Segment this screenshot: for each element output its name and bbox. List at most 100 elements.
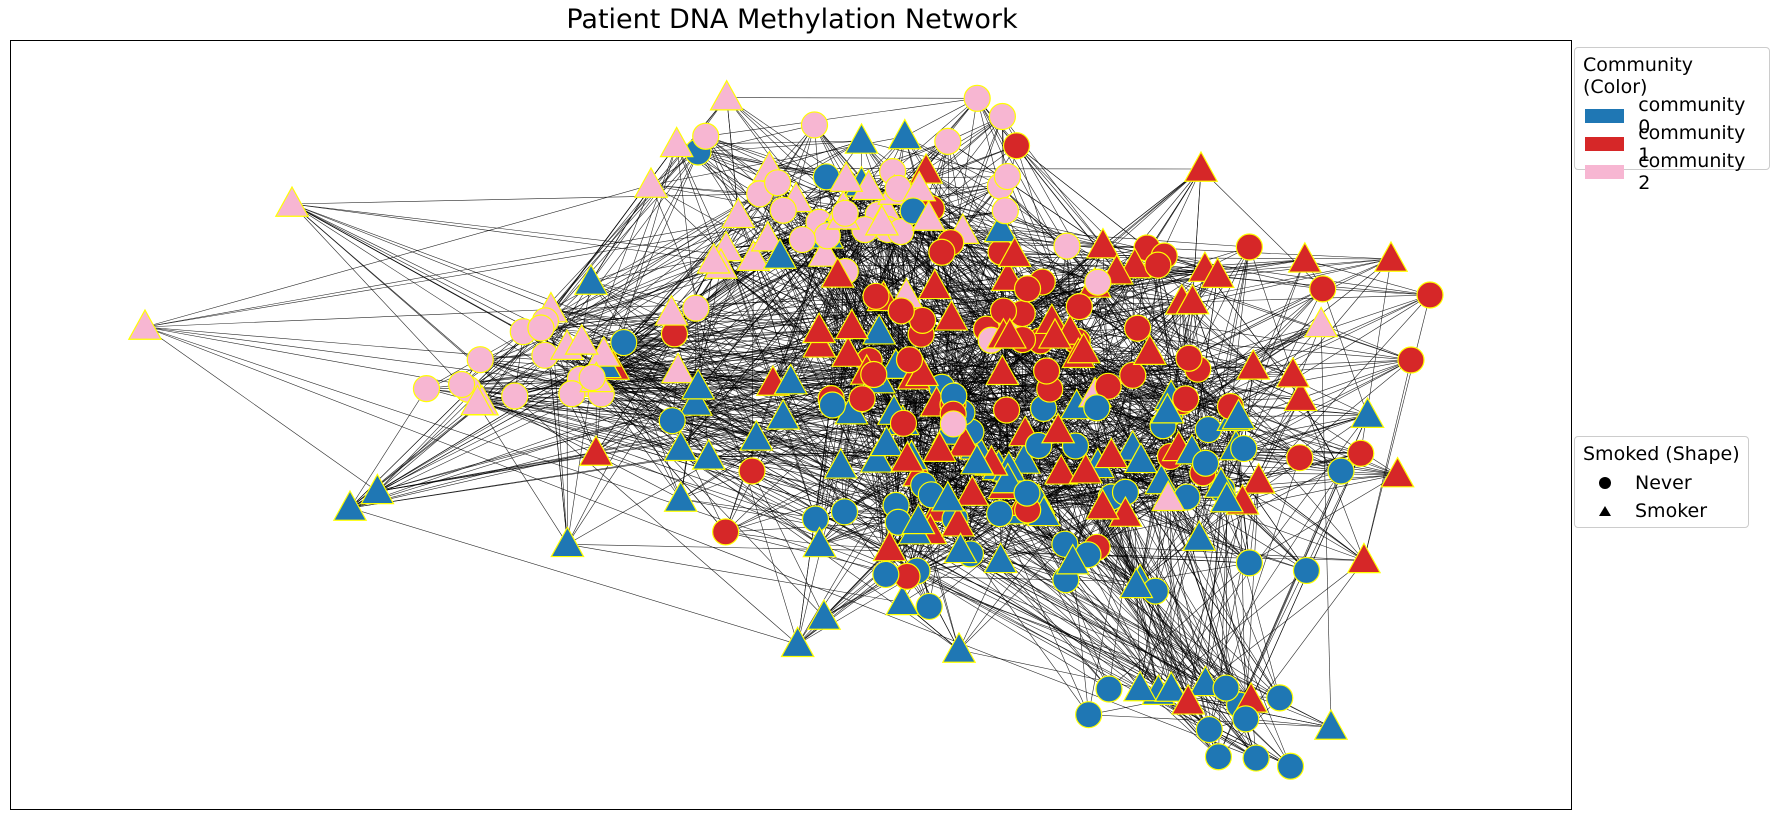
smoker-node (1123, 442, 1159, 474)
legend-item-community-0: community 0 (1583, 94, 1761, 138)
smoker-node (859, 441, 895, 473)
smoker-node (985, 354, 1020, 386)
never-smoked-node (1276, 752, 1305, 780)
never-smoked-node (1309, 275, 1337, 303)
never-smoked-node (986, 499, 1014, 528)
smoker-node (1182, 519, 1217, 552)
smoker-node (360, 473, 395, 505)
legend-label: community 0 (1638, 94, 1746, 138)
smoker-node (709, 79, 744, 111)
legend-label: Smoker (1635, 500, 1708, 522)
smoker-node (1151, 480, 1186, 512)
never-smoked-node (887, 297, 915, 325)
never-smoked-node (848, 385, 876, 413)
smoker-node (1132, 333, 1168, 365)
smoker-node (934, 299, 969, 331)
smoker-node (1119, 567, 1154, 599)
legend-item-smoker: Smoker (1583, 497, 1740, 525)
smoker-node (578, 434, 614, 466)
never-smoked-node (1230, 434, 1258, 463)
smoker-node (663, 430, 698, 462)
never-smoked-node (769, 196, 797, 224)
smoker-node (947, 425, 983, 457)
smoker-node (1044, 453, 1079, 485)
smoker-node (887, 118, 922, 150)
smoker-node (890, 440, 925, 472)
never-smoked-node (1124, 314, 1152, 342)
chart-title: Patient DNA Methylation Network (566, 4, 1018, 35)
smoker-node (332, 489, 368, 521)
smoker-node (750, 220, 785, 252)
never-smoked-node (1065, 293, 1093, 321)
smoker-node (1236, 348, 1271, 380)
never-smoked-node (1397, 346, 1425, 374)
smoker-node (861, 313, 897, 345)
smoker-node (1150, 392, 1185, 424)
smoker-node (885, 584, 920, 616)
smoker-node (1221, 398, 1256, 430)
never-smoked-node (992, 396, 1021, 424)
never-smoked-node (466, 346, 494, 374)
smoker-node (762, 237, 798, 269)
community-2-swatch (1585, 165, 1625, 179)
smoker-node (834, 308, 869, 340)
never-smoked-node (1084, 268, 1112, 296)
node-layer (127, 79, 1444, 780)
smoker-node (864, 204, 900, 236)
shape-legend: Smoked (Shape) Never Smoker (1574, 436, 1749, 528)
smoker-node (1287, 241, 1322, 273)
smoker-node (901, 503, 936, 535)
legend-label: Never (1635, 472, 1692, 494)
never-smoked-node (1242, 744, 1270, 772)
community-legend-title: Community (Color) (1583, 54, 1693, 98)
never-smoked-node (831, 199, 859, 227)
smoker-node (1154, 670, 1189, 702)
never-smoked-node (872, 560, 900, 589)
never-smoked-node (862, 282, 890, 310)
never-smoked-node (1175, 344, 1203, 372)
legend-label: community 1 (1638, 122, 1746, 166)
smoker-node (1200, 256, 1235, 288)
never-smoked-node (934, 127, 962, 155)
never-smoked-node (658, 407, 686, 435)
smoker-node (678, 384, 713, 416)
smoker-node (1241, 462, 1276, 494)
never-smoked-node (1002, 132, 1031, 160)
legend-label: community 2 (1638, 150, 1746, 194)
smoker-node (550, 526, 585, 558)
smoker-node (911, 199, 946, 231)
never-smoked-node (818, 391, 846, 419)
smoker-node (983, 211, 1018, 243)
smoker-node (801, 312, 837, 344)
smoker-node (721, 197, 756, 229)
smoker-node (997, 236, 1032, 268)
never-smoked-node (610, 328, 638, 357)
legend-item-never: Never (1583, 469, 1740, 497)
smoker-node (1117, 247, 1152, 279)
never-smoked-node (1172, 385, 1200, 413)
never-smoked-node (1083, 394, 1111, 422)
legend-item-community-1: community 1 (1583, 122, 1761, 166)
smoker-node (1085, 227, 1121, 259)
never-smoked-node (928, 238, 956, 266)
never-smoked-node (558, 380, 586, 408)
smoker-node (274, 185, 310, 217)
smoker-node (851, 169, 886, 201)
smoker-node (1350, 396, 1385, 428)
never-smoked-node (501, 382, 529, 410)
smoker-node (830, 335, 866, 367)
network-plot-area (10, 40, 1572, 810)
never-smoked-node (1212, 674, 1240, 702)
smoker-node (127, 308, 163, 340)
smoker-node (807, 235, 842, 267)
smoker-node (1303, 306, 1339, 338)
never-smoked-node (1204, 743, 1233, 771)
never-smoked-node (915, 592, 943, 621)
smoker-node (1380, 456, 1415, 488)
smoker-node (802, 526, 837, 558)
community-0-swatch (1585, 109, 1625, 123)
smoker-node (992, 317, 1027, 349)
never-smoked-node (895, 346, 924, 374)
never-smoked-node (800, 111, 829, 139)
never-smoked-node (1416, 281, 1444, 309)
